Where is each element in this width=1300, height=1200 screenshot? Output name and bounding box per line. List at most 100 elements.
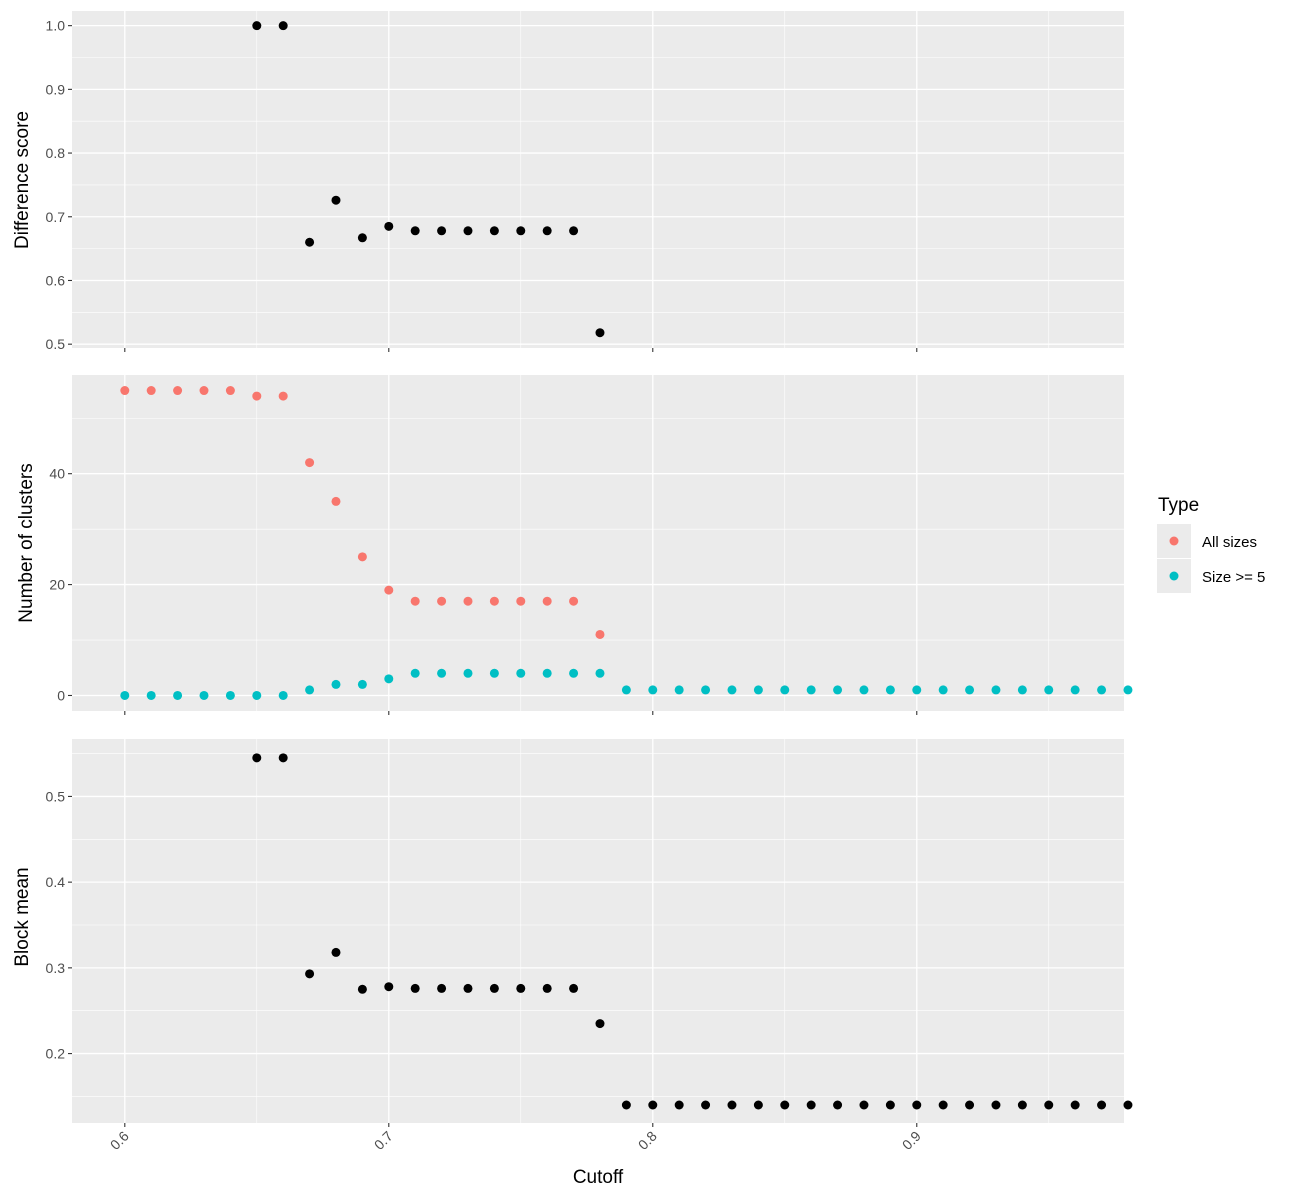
data-point [833,685,843,695]
y-tick-label: 0.2 [46,1046,66,1062]
data-point [1070,1100,1080,1110]
data-point [1123,1100,1133,1110]
data-point [489,983,499,993]
data-point [463,226,473,236]
data-point [965,1100,975,1110]
legend-key-size-5 [1169,571,1179,581]
data-point [569,983,579,993]
data-point [516,668,526,678]
data-point [410,226,420,236]
data-point [701,685,711,695]
data-point [146,386,156,396]
data-point [1123,685,1133,695]
data-point [833,1100,843,1110]
data-point [252,753,262,763]
panel-block-mean: 0.2 0.3 0.4 0.5 [46,739,1133,1127]
data-point [146,690,156,700]
y-axis-title-block: Block mean [12,867,33,966]
legend-key-all-sizes [1169,536,1179,546]
data-point [331,679,341,689]
data-point [859,1100,869,1110]
data-point [252,391,262,401]
data-point [437,596,447,606]
x-tick-label: 0.7 [371,1128,396,1153]
panel-background [72,739,1124,1123]
legend-label-all-sizes: All sizes [1202,534,1257,551]
data-point [305,969,315,979]
y-tick-label: 0 [57,687,65,703]
data-point [569,226,579,236]
y-tick-label: 0.7 [46,209,66,225]
data-point [252,690,262,700]
data-point [278,21,288,31]
data-point [331,947,341,957]
y-tick-label: 0.9 [46,81,66,97]
y-tick-label: 40 [49,466,65,482]
data-point [806,685,816,695]
legend-title: Type [1158,495,1199,516]
y-axis-title-clusters: Number of clusters [16,463,37,622]
data-point [252,21,262,31]
data-point [384,674,394,684]
data-point [938,685,948,695]
data-point [489,596,499,606]
data-point [727,685,737,695]
data-point [674,685,684,695]
data-point [991,685,1001,695]
data-point [225,386,235,396]
x-tick-label: 0.9 [899,1128,924,1153]
y-tick-label: 0.3 [46,960,66,976]
data-point [463,668,473,678]
data-point [410,668,420,678]
data-point [410,983,420,993]
data-point [199,690,209,700]
y-tick-label: 0.4 [46,874,66,890]
data-point [437,668,447,678]
data-point [516,983,526,993]
data-point [357,233,367,243]
data-point [357,679,367,689]
data-point [621,1100,631,1110]
data-point [331,496,341,506]
data-point [516,226,526,236]
data-point [278,690,288,700]
data-point [384,585,394,595]
data-point [516,596,526,606]
data-point [595,328,605,338]
data-point [199,386,209,396]
x-tick-label: 0.8 [635,1128,660,1153]
data-point [542,596,552,606]
data-point [648,1100,658,1110]
data-point [648,685,658,695]
data-point [305,685,315,695]
data-point [542,983,552,993]
data-point [885,1100,895,1110]
data-point [885,685,895,695]
panel-background [72,11,1124,348]
data-point [463,983,473,993]
y-tick-label: 20 [49,577,65,593]
y-tick-label: 1.0 [46,18,66,34]
data-point [806,1100,816,1110]
data-point [753,1100,763,1110]
data-point [674,1100,684,1110]
y-tick-label: 0.5 [46,788,66,804]
data-point [912,1100,922,1110]
data-point [595,1019,605,1029]
data-point [780,1100,790,1110]
y-axis-title-difference: Difference score [12,111,33,249]
data-point [120,690,130,700]
data-point [542,668,552,678]
data-point [120,386,130,396]
x-tick-label: 0.6 [107,1128,132,1153]
data-point [357,984,367,994]
panel-number-of-clusters: 0 20 40 [49,375,1133,715]
data-point [1017,1100,1027,1110]
data-point [173,386,183,396]
data-point [1044,685,1054,695]
legend: Type All sizes Size >= 5 [1157,495,1265,593]
y-tick-label: 0.5 [46,336,66,352]
data-point [595,668,605,678]
data-point [569,596,579,606]
